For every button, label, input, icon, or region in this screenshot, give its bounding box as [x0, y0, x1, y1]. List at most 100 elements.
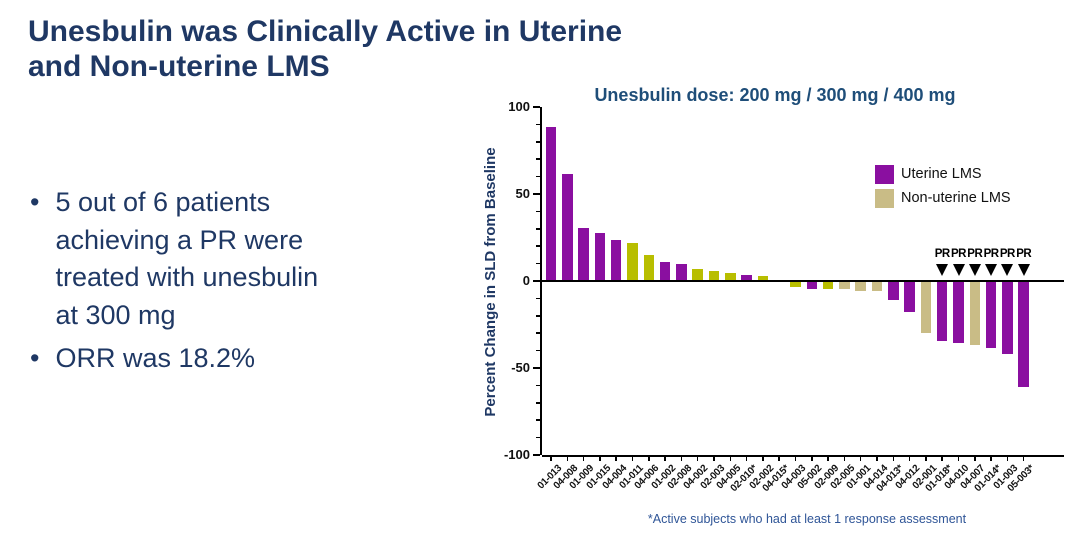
bar: [643, 255, 655, 280]
bar: [888, 282, 899, 300]
x-tick: [615, 456, 617, 461]
x-tick: [859, 456, 862, 461]
bullet-text: ORR was 18.2%: [55, 343, 256, 374]
y-tick: [536, 297, 541, 300]
x-tick: [827, 456, 829, 461]
bullet-item: • 5 out of 6 patients achieving a PR wer…: [30, 184, 460, 334]
legend-label: Non-uterine LMS: [901, 190, 1011, 206]
y-tick: [536, 436, 541, 439]
bar: [725, 272, 736, 280]
bar: [1018, 282, 1029, 387]
x-tick: [876, 456, 878, 461]
x-tick: [745, 456, 748, 461]
bar: [741, 274, 752, 280]
x-tick: [762, 456, 764, 461]
x-tick: [566, 456, 569, 461]
x-tick: [599, 456, 601, 461]
y-tick: [536, 175, 541, 178]
y-tick-label: 0: [522, 273, 530, 288]
pr-arrow-icon: [952, 264, 965, 276]
bar: [871, 282, 883, 291]
y-tick: [533, 367, 541, 369]
pr-arrow-icon: [1001, 264, 1014, 276]
x-tick: [957, 456, 960, 461]
chart-title: Unesbulin dose: 200 mg / 300 mg / 400 mg: [594, 85, 956, 105]
pr-arrow-icon: [968, 264, 981, 276]
y-tick: [533, 280, 541, 282]
x-tick: [631, 456, 634, 461]
x-tick: [696, 456, 699, 461]
y-tick-label: 50: [515, 186, 530, 201]
y-axis-line: [540, 107, 542, 455]
bar: [1002, 282, 1013, 354]
legend-swatch: [875, 165, 894, 184]
y-tick: [536, 419, 541, 421]
y-tick: [536, 262, 541, 265]
bar: [969, 282, 981, 345]
y-tick-label: 100: [508, 99, 530, 114]
y-tick: [533, 106, 541, 108]
y-tick: [536, 315, 541, 317]
x-tick: [648, 456, 650, 461]
pr-label: PR: [999, 248, 1015, 260]
bar: [659, 262, 671, 280]
x-tick: [974, 456, 976, 461]
x-tick: [550, 456, 552, 461]
x-tick: [778, 456, 780, 461]
bar: [985, 282, 997, 349]
bar: [757, 276, 769, 280]
bar: [936, 282, 948, 342]
bullet-marker: •: [30, 343, 40, 374]
y-tick-label: -50: [511, 360, 530, 375]
x-tick: [811, 456, 813, 461]
bar: [806, 282, 818, 290]
pr-label: PR: [934, 248, 950, 260]
pr-arrow-icon: [985, 264, 998, 276]
bar: [920, 282, 932, 333]
zero-baseline: [542, 279, 1064, 283]
x-tick: [582, 456, 585, 461]
bullet-item: • ORR was 18.2%: [30, 340, 460, 378]
pr-label: PR: [967, 248, 983, 260]
y-tick: [536, 158, 541, 160]
y-tick: [536, 228, 541, 230]
bar: [904, 282, 915, 312]
bar: [545, 126, 557, 280]
pr-label: PR: [951, 248, 966, 260]
bar: [578, 227, 589, 280]
bullet-marker: •: [30, 187, 40, 217]
x-tick: [680, 456, 683, 461]
bar: [692, 269, 703, 280]
y-tick: [533, 193, 541, 195]
pr-label: PR: [983, 248, 999, 260]
bar: [708, 271, 720, 280]
pr-label: PR: [1016, 248, 1032, 260]
bar: [562, 173, 573, 280]
bar: [855, 282, 866, 291]
bar: [839, 282, 850, 290]
y-tick: [536, 210, 541, 213]
x-tick: [1006, 456, 1009, 461]
pr-arrow-icon: [936, 264, 949, 276]
x-tick: [990, 456, 992, 461]
x-tick: [908, 456, 911, 461]
y-tick: [536, 123, 541, 126]
bar: [790, 282, 801, 288]
slide-title: Unesbulin was Clinically Active in Uteri…: [28, 15, 623, 84]
y-tick: [533, 454, 541, 456]
y-tick: [536, 141, 541, 143]
x-tick: [892, 456, 895, 461]
x-tick: [729, 456, 732, 461]
bar: [627, 243, 638, 280]
x-axis-line: [542, 455, 1064, 457]
x-tick: [794, 456, 797, 461]
x-tick: [843, 456, 846, 461]
x-tick: [1022, 456, 1025, 461]
y-tick: [536, 402, 541, 404]
y-tick: [536, 349, 541, 352]
legend-label: Uterine LMS: [901, 166, 982, 182]
bar: [822, 282, 834, 290]
y-tick: [536, 245, 541, 247]
bar: [953, 282, 964, 344]
